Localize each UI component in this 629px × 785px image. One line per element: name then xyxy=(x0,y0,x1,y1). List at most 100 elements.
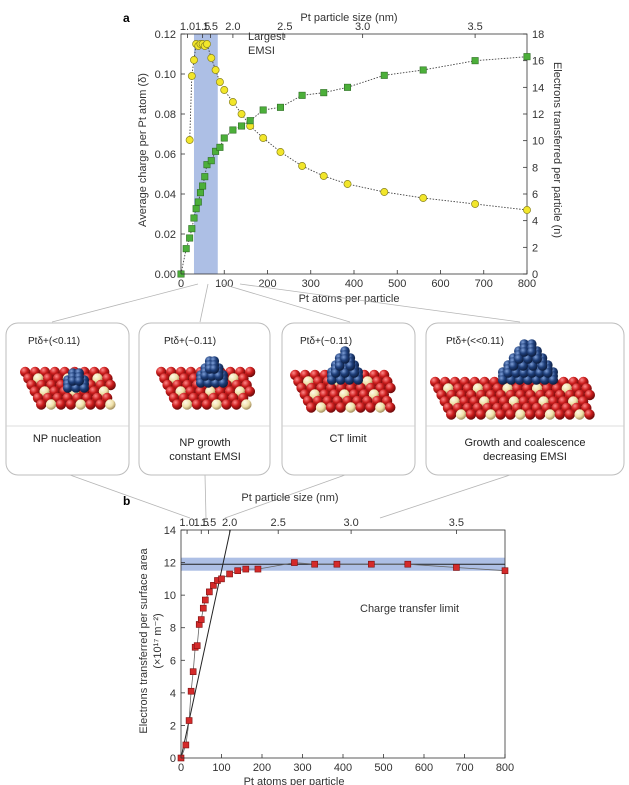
panel-b-y-axis-label-line1: Electrons transferred per surface area xyxy=(138,547,150,733)
support-atom xyxy=(505,409,516,420)
connector-line xyxy=(239,283,521,323)
y2-tick-label: 18 xyxy=(532,29,544,41)
electrons-point xyxy=(216,143,224,151)
support-atom xyxy=(231,399,242,410)
surface-point xyxy=(226,570,233,578)
electrons-point xyxy=(186,234,194,242)
surface-point xyxy=(291,559,298,566)
y-tick-label: 12 xyxy=(164,558,176,570)
oxygen-atom xyxy=(211,399,222,410)
oxygen-atom xyxy=(181,399,193,410)
pt-atom xyxy=(353,375,364,385)
x-tick-label: 100 xyxy=(215,278,233,290)
pt-atom xyxy=(548,375,558,385)
y2-tick-label: 16 xyxy=(532,56,544,68)
charge-point xyxy=(259,134,268,142)
pt-cluster xyxy=(196,356,228,388)
electrons-point xyxy=(246,117,254,125)
surface-point xyxy=(333,560,341,568)
electrons-point xyxy=(380,71,388,79)
surface-point xyxy=(199,604,207,612)
connector-line xyxy=(224,474,346,519)
pt-atom xyxy=(518,361,528,371)
surface-point xyxy=(193,642,201,649)
y2-tick-label: 12 xyxy=(532,109,544,121)
electrons-point xyxy=(320,89,328,97)
oxygen-atom xyxy=(75,399,86,410)
surface-point xyxy=(202,596,209,604)
surface-point xyxy=(453,564,460,571)
support-atom xyxy=(95,399,106,410)
illustration-boxes: Ptδ+(<0.11) NP nucleation Ptδ+(~0.11) NP… xyxy=(5,322,625,476)
support-atom xyxy=(306,402,317,413)
series-guide-line xyxy=(180,56,528,275)
y2-tick-label: 0 xyxy=(532,269,538,281)
support-atom xyxy=(584,389,595,401)
charge-point xyxy=(276,148,285,156)
electrons-point xyxy=(220,134,228,142)
charge-point xyxy=(319,172,328,180)
pt-atom xyxy=(508,361,519,371)
pt-atom xyxy=(330,368,341,378)
surface-point xyxy=(501,567,509,575)
atom-slab xyxy=(430,376,595,420)
pt-atom xyxy=(537,361,548,371)
surface-point xyxy=(206,588,213,596)
charge-point xyxy=(523,206,531,214)
pt-atom xyxy=(335,375,346,385)
box-title: Ptδ+(<<0.11) xyxy=(446,336,504,347)
support-atom xyxy=(584,409,595,420)
support-atom xyxy=(495,409,506,420)
electrons-point xyxy=(194,198,202,206)
y-tick-label: 14 xyxy=(164,525,176,537)
oxygen-atom xyxy=(241,399,252,410)
y-tick-label: 0.08 xyxy=(155,109,176,121)
y-tick-label: 0 xyxy=(170,753,176,765)
pt-atom xyxy=(345,361,356,371)
y-tick-label: 10 xyxy=(164,590,176,602)
charge-point xyxy=(298,162,307,170)
charge-point xyxy=(202,40,211,48)
support-atom xyxy=(55,399,67,410)
x-tick-label: 0 xyxy=(178,278,184,290)
y2-tick-label: 6 xyxy=(532,189,538,201)
x-tick-label: 800 xyxy=(518,278,536,290)
connector-line xyxy=(199,283,209,323)
panel-a-letter: a xyxy=(123,11,130,25)
x-tick-label: 500 xyxy=(388,278,406,290)
x-tick-label: 800 xyxy=(496,762,514,774)
electrons-point xyxy=(344,83,352,91)
panel-a-ticks: 0 100 200 300 400 500 600 700 8000.000.020.040.0… xyxy=(155,21,545,290)
surface-point xyxy=(185,717,193,724)
pt-atom xyxy=(532,354,542,364)
pt-atom xyxy=(523,375,533,385)
panel-a-annotation-line1: Largest xyxy=(248,31,285,43)
surface-point xyxy=(197,616,205,623)
x-tick-label: 200 xyxy=(253,762,271,774)
plot-frame xyxy=(180,33,528,275)
pt-cluster xyxy=(327,346,364,385)
x-tick-label: 300 xyxy=(302,278,320,290)
x-tick-label: 600 xyxy=(431,278,449,290)
box-label: CT limit xyxy=(329,433,366,445)
box-coalescence: Ptδ+(<<0.11) Growth and coalescence decr… xyxy=(425,322,625,476)
charge-point xyxy=(343,180,352,188)
support-atom xyxy=(85,399,96,410)
pt-atom xyxy=(527,368,537,378)
electrons-point xyxy=(419,66,427,74)
surface-point xyxy=(189,668,197,675)
box-title: Ptδ+(~0.11) xyxy=(300,336,352,347)
support-atom xyxy=(172,399,183,410)
pt-atom xyxy=(209,364,220,374)
top-tick-label: 2.5 xyxy=(277,21,292,33)
support-atom xyxy=(446,409,457,420)
box-growth: Ptδ+(~0.11) NP growth constant EMSI xyxy=(138,322,271,476)
panel-b-top-axis-label: Pt particle size (nm) xyxy=(241,492,338,504)
panel-a-top-axis-label: Pt particle size (nm) xyxy=(300,12,397,24)
charge-point xyxy=(215,78,224,86)
panel-a: a Pt particle size (nm) 0 100 200 300 400 500… xyxy=(123,11,563,305)
pt-atom xyxy=(528,361,538,371)
charge-point xyxy=(207,54,216,62)
x-tick-label: 100 xyxy=(212,762,230,774)
oxygen-atom xyxy=(105,399,116,410)
